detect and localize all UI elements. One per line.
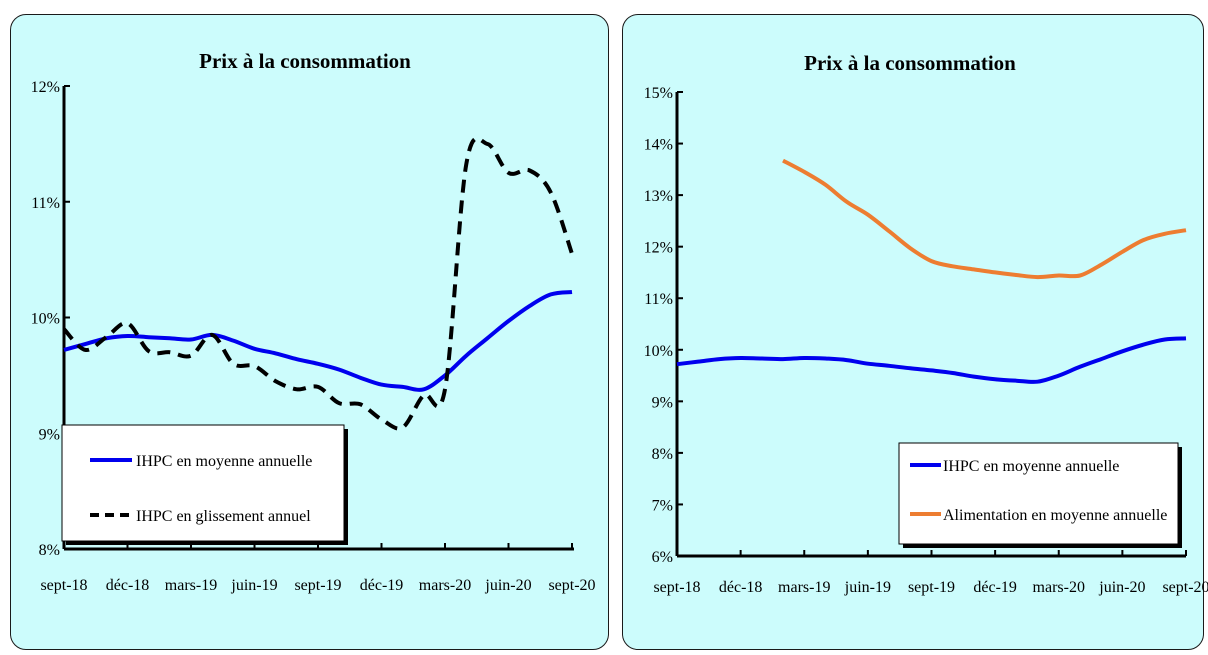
y-tick-label: 14% <box>644 137 673 154</box>
series-line-alimentation-en-moyenne-annuelle <box>782 158 1187 280</box>
x-tick-label: mars-19 <box>165 577 217 594</box>
left-legend-label-moyenne: IHPC en moyenne annuelle <box>136 453 312 470</box>
right-legend: IHPC en moyenne annuelle Alimentation en… <box>898 442 1182 548</box>
x-tick-label: juin-20 <box>1098 579 1145 596</box>
series-line-ihpc-en-moyenne-annuelle <box>63 290 573 392</box>
left-chart-title: Prix à la consommation <box>199 49 411 73</box>
x-tick-label: juin-19 <box>844 579 891 596</box>
x-tick-label: sept-19 <box>294 577 341 594</box>
y-tick-label: 15% <box>644 85 673 102</box>
left-legend-box <box>61 424 345 542</box>
x-tick-label: déc-18 <box>106 577 150 594</box>
x-tick-label: déc-18 <box>719 579 763 596</box>
y-tick-label: 10% <box>31 311 60 328</box>
right-chart-title: Prix à la consommation <box>804 51 1016 75</box>
y-tick-label: 13% <box>644 188 673 205</box>
right-legend-label-alimentation: Alimentation en moyenne annuelle <box>943 507 1167 524</box>
x-tick-label: juin-20 <box>484 577 531 594</box>
right-legend-label-moyenne: IHPC en moyenne annuelle <box>943 458 1119 475</box>
series-line-ihpc-en-moyenne-annuelle <box>676 336 1187 384</box>
x-tick-label: sept-19 <box>908 579 955 596</box>
x-tick-label: juin-19 <box>230 577 277 594</box>
y-tick-label: 11% <box>644 291 673 308</box>
right-legend-box <box>898 442 1179 545</box>
y-tick-label: 9% <box>652 394 673 411</box>
x-tick-label: sept-20 <box>1162 579 1208 596</box>
y-tick-label: 12% <box>31 79 60 96</box>
x-tick-label: sept-18 <box>653 579 700 596</box>
x-tick-label: mars-20 <box>1033 579 1085 596</box>
y-tick-label: 8% <box>39 542 60 559</box>
left-legend-label-glissement: IHPC en glissement annuel <box>136 508 311 525</box>
y-tick-label: 10% <box>644 343 673 360</box>
series-line-ihpc-en-glissement-annuel <box>62 136 574 431</box>
x-tick-label: déc-19 <box>360 577 404 594</box>
y-tick-label: 11% <box>31 195 60 212</box>
x-tick-label: mars-19 <box>778 579 830 596</box>
x-tick-label: sept-18 <box>40 577 87 594</box>
y-tick-label: 7% <box>652 497 673 514</box>
y-tick-label: 6% <box>652 549 673 566</box>
right-plot-area: 6% 7% 8% 9% 10% 11% 12% 13% 14% 15% sept-18 déc-18 m… <box>644 85 1208 596</box>
left-plot-area: 8% 9% 10% 11% 12% sept-18 déc-18 mars-19 juin-19… <box>31 79 596 594</box>
y-tick-label: 9% <box>39 426 60 443</box>
x-tick-label: mars-20 <box>419 577 471 594</box>
x-tick-label: sept-20 <box>548 577 595 594</box>
y-tick-label: 8% <box>652 446 673 463</box>
y-tick-label: 12% <box>644 240 673 257</box>
x-tick-label: déc-19 <box>973 579 1017 596</box>
left-legend: IHPC en moyenne annuelle IHPC en glissem… <box>61 424 348 545</box>
